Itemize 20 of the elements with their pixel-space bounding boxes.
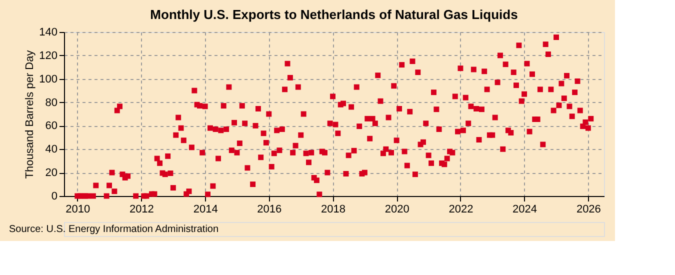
y-tick-label: 0 — [51, 190, 58, 202]
x-tick-label: 2014 — [193, 204, 218, 216]
y-tick-label: 40 — [45, 144, 58, 156]
source-note: Source: U.S. Energy Information Administration — [9, 224, 219, 235]
y-tick-label: 140 — [39, 26, 58, 38]
y-tick-label: 80 — [45, 96, 58, 109]
x-tick-label: 2018 — [321, 204, 346, 216]
y-tick-label: 20 — [45, 167, 58, 180]
x-tick-label: 2024 — [512, 204, 538, 216]
x-tick-label: 2022 — [448, 204, 474, 216]
chart-title: Monthly U.S. Exports to Netherlands of Natural Gas Liquids — [150, 7, 518, 22]
x-tick-label: 2010 — [66, 204, 90, 216]
y-tick-label: 60 — [45, 120, 58, 132]
x-tick-label: 2026 — [576, 204, 601, 216]
x-tick-label: 2016 — [257, 204, 282, 216]
x-tick-label: 2020 — [384, 204, 410, 216]
y-tick-label: 100 — [39, 73, 58, 86]
y-axis-title: Thousand Barrels per Day — [24, 50, 36, 179]
x-tick-label: 2012 — [129, 204, 154, 216]
y-tick-label: 120 — [39, 50, 58, 62]
